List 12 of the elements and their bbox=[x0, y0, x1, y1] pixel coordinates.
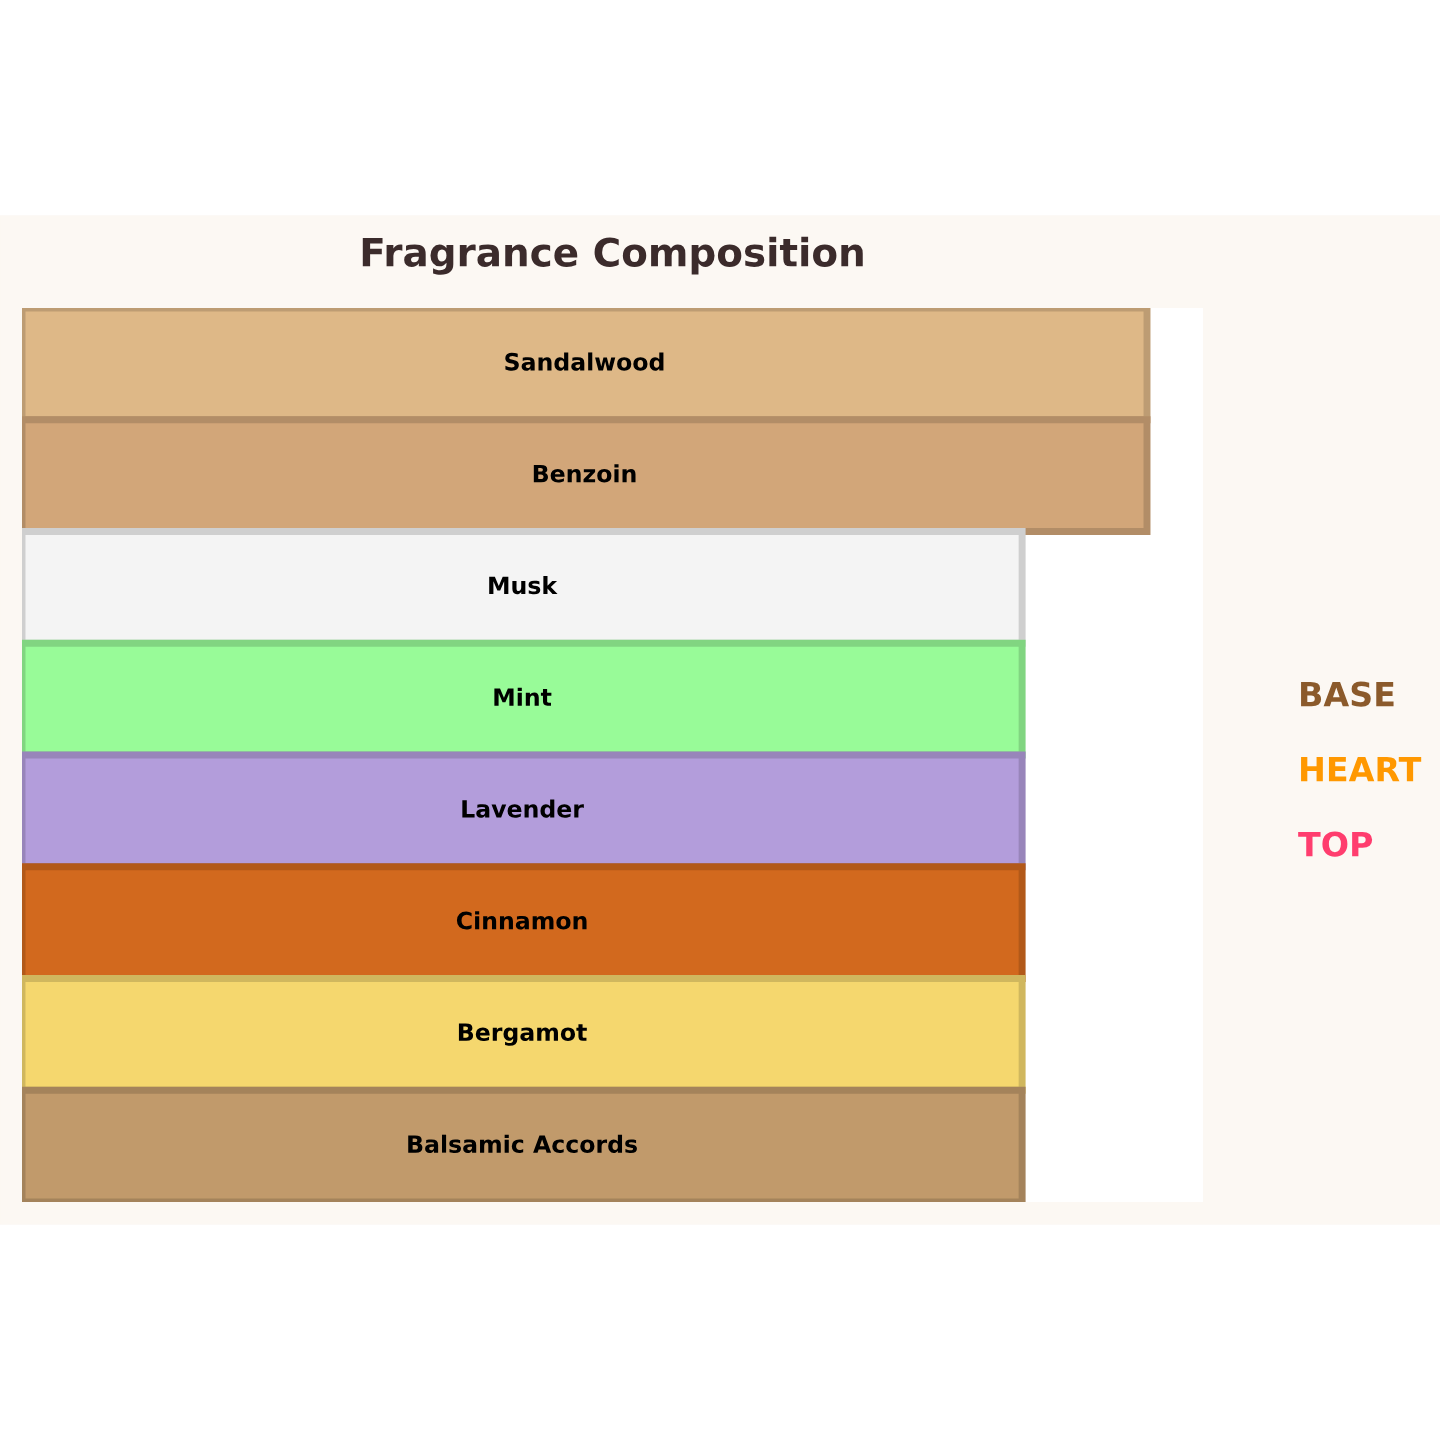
chart-title: Fragrance Composition bbox=[362, 236, 863, 275]
y-tick-label: Sandalwood bbox=[505, 352, 664, 371]
text: TOP bbox=[1298, 831, 1373, 857]
text: BASE bbox=[1301, 681, 1394, 707]
y-tick-label: Cinnamon bbox=[456, 911, 587, 930]
y-tick-label: Benzoin bbox=[533, 464, 636, 483]
y-tick-label: Mint bbox=[494, 687, 552, 706]
text: HEART bbox=[1301, 756, 1422, 782]
y-tick-label: Musk bbox=[489, 575, 558, 595]
y-tick-label: Bergamot bbox=[458, 1023, 587, 1046]
y-tick-label: Balsamic Accords bbox=[408, 1134, 637, 1153]
y-tick-label: Lavender bbox=[462, 799, 584, 818]
